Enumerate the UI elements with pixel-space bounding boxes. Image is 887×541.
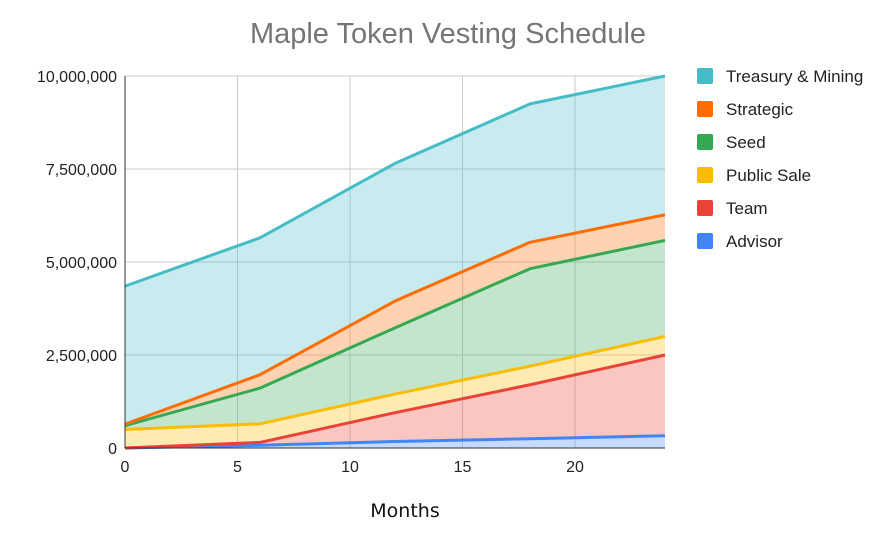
legend-swatch bbox=[697, 233, 713, 249]
x-tick-label: 0 bbox=[121, 459, 130, 476]
x-axis-ticks: 0 5 10 15 20 bbox=[121, 459, 584, 476]
legend-item-team: Team bbox=[697, 199, 768, 218]
legend: Treasury & Mining Strategic Seed Public Sal… bbox=[697, 67, 863, 251]
y-axis-ticks: 0 2,500,000 5,000,000 7,500,000 10,000,000 bbox=[37, 69, 117, 458]
legend-swatch bbox=[697, 167, 713, 183]
x-tick-label: 5 bbox=[233, 459, 242, 476]
series-areas bbox=[125, 76, 665, 448]
x-tick-label: 20 bbox=[566, 459, 584, 476]
area-seed bbox=[125, 240, 665, 430]
legend-item-treasury-mining: Treasury & Mining bbox=[697, 67, 863, 86]
x-tick-label: 15 bbox=[454, 459, 472, 476]
legend-label: Seed bbox=[726, 133, 766, 152]
series-lines bbox=[124, 74, 666, 450]
legend-item-advisor: Advisor bbox=[697, 232, 783, 251]
legend-swatch bbox=[697, 101, 713, 117]
line-treasury-mining bbox=[124, 74, 666, 288]
line-public-sale bbox=[124, 334, 666, 431]
y-tick-label: 7,500,000 bbox=[46, 162, 117, 179]
legend-swatch bbox=[697, 134, 713, 150]
legend-label: Advisor bbox=[726, 232, 783, 251]
line-advisor bbox=[124, 434, 666, 450]
legend-label: Treasury & Mining bbox=[726, 67, 863, 86]
legend-item-public-sale: Public Sale bbox=[697, 166, 811, 185]
area-team bbox=[125, 355, 665, 448]
x-axis-label: Months bbox=[370, 500, 439, 522]
chart-title: Maple Token Vesting Schedule bbox=[250, 18, 646, 50]
legend-swatch bbox=[697, 68, 713, 84]
legend-label: Team bbox=[726, 199, 768, 218]
y-tick-label: 0 bbox=[108, 441, 117, 458]
y-tick-label: 10,000,000 bbox=[37, 69, 117, 86]
line-team bbox=[124, 353, 666, 450]
legend-label: Public Sale bbox=[726, 166, 811, 185]
y-tick-label: 2,500,000 bbox=[46, 348, 117, 365]
line-seed bbox=[124, 238, 666, 428]
legend-swatch bbox=[697, 200, 713, 216]
legend-item-strategic: Strategic bbox=[697, 100, 794, 119]
y-tick-label: 5,000,000 bbox=[46, 255, 117, 272]
x-tick-label: 10 bbox=[341, 459, 359, 476]
axes bbox=[124, 76, 665, 449]
area-public-sale bbox=[125, 336, 665, 448]
line-strategic bbox=[124, 213, 666, 426]
area-treasury-mining bbox=[125, 76, 665, 425]
legend-item-seed: Seed bbox=[697, 133, 766, 152]
legend-label: Strategic bbox=[726, 100, 794, 119]
